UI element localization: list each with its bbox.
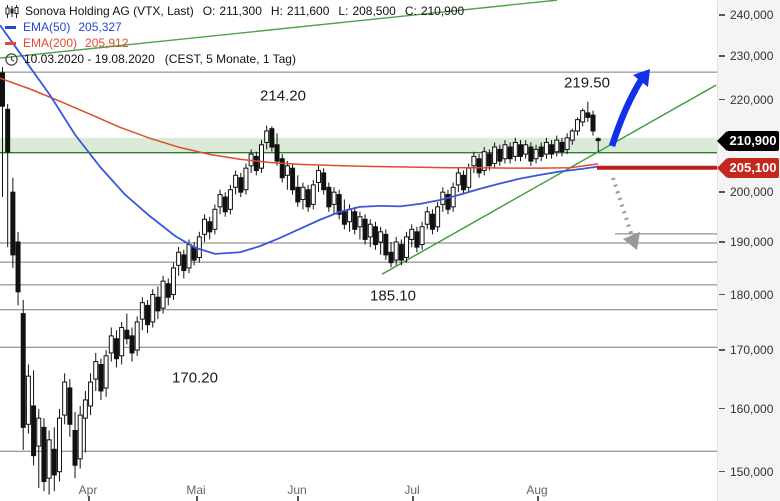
low-label: L: — [338, 4, 349, 18]
bullish-arrow[interactable] — [608, 69, 650, 147]
ema50-line — [0, 24, 599, 255]
open-label: O: — [202, 4, 216, 18]
high-label: H: — [270, 4, 283, 18]
close-value: 210,900 — [420, 4, 465, 18]
x-axis-label: Jul — [404, 483, 420, 497]
x-axis-tick — [412, 496, 414, 501]
ema50-dash-icon — [5, 25, 16, 29]
low-value: 208,500 — [352, 4, 396, 18]
date-range: 10.03.2020 - 19.08.2020 — [24, 52, 155, 66]
x-axis-label: Apr — [78, 483, 98, 497]
ema50-label: EMA(50) — [23, 20, 71, 34]
ema200-line — [0, 77, 599, 169]
ema50-legend-row: EMA(50) 205,327 — [5, 19, 464, 35]
instrument-title: Sonova Holding AG (VTX, Last) — [25, 4, 194, 18]
ema50-value: 205,327 — [78, 20, 122, 34]
x-axis-label: Mai — [186, 483, 206, 497]
timeframe: (CEST, 5 Monate, 1 Tag) — [164, 52, 296, 66]
price-axis-panel[interactable]: 210,900 205,100 240,000 230,000 220,000 200… — [717, 0, 780, 501]
y-axis-label: 200,000 — [718, 185, 780, 199]
ascending-trendline[interactable] — [381, 84, 717, 275]
x-axis-tick — [196, 496, 198, 501]
annotation-185-10[interactable]: 185.10 — [370, 287, 416, 305]
ema200-label: EMA(200) — [23, 36, 78, 50]
x-axis-tick — [537, 496, 539, 501]
y-axis-label: 190,000 — [718, 235, 780, 249]
x-axis-label: Aug — [526, 483, 548, 497]
level-lines — [0, 71, 718, 452]
y-axis-label: 160,000 — [718, 402, 780, 416]
chart-legend: Sonova Holding AG (VTX, Last) O: 211,300… — [5, 3, 464, 67]
y-axis-label: 170,000 — [718, 343, 780, 357]
timerange-row: 10.03.2020 - 19.08.2020 (CEST, 5 Monate,… — [5, 51, 464, 67]
y-axis-label: 240,000 — [718, 8, 780, 22]
x-axis-label: Jun — [287, 483, 307, 497]
x-axis-tick — [88, 496, 90, 501]
instrument-row: Sonova Holding AG (VTX, Last) O: 211,300… — [5, 3, 464, 19]
close-label: C: — [404, 4, 417, 18]
y-axis-label: 220,000 — [718, 93, 780, 107]
clock-icon — [5, 52, 18, 66]
high-value: 211,600 — [286, 4, 330, 18]
ema200-dash-icon — [5, 41, 16, 45]
y-axis-label: 150,000 — [718, 465, 780, 479]
x-axis-tick — [297, 496, 299, 501]
bearish-dotted-arrow[interactable] — [611, 177, 640, 250]
annotation-170-20[interactable]: 170.20 — [172, 369, 218, 387]
candlestick-series — [0, 66, 601, 495]
annotation-214-20[interactable]: 214.20 — [260, 87, 306, 105]
ema200-legend-row: EMA(200) 205,912 — [5, 35, 464, 51]
price-chart[interactable] — [0, 0, 718, 501]
last-price-tag: 210,900 — [717, 130, 779, 151]
y-axis-label: 180,000 — [718, 288, 780, 302]
upper-trendline[interactable] — [0, 0, 558, 59]
ema200-value: 205,912 — [85, 36, 129, 50]
annotation-219-50[interactable]: 219.50 — [564, 74, 610, 92]
candlestick-icon — [5, 4, 19, 18]
y-axis-label: 230,000 — [718, 49, 780, 63]
support-price-tag: 205,100 — [717, 157, 779, 178]
open-value: 211,300 — [219, 4, 262, 18]
